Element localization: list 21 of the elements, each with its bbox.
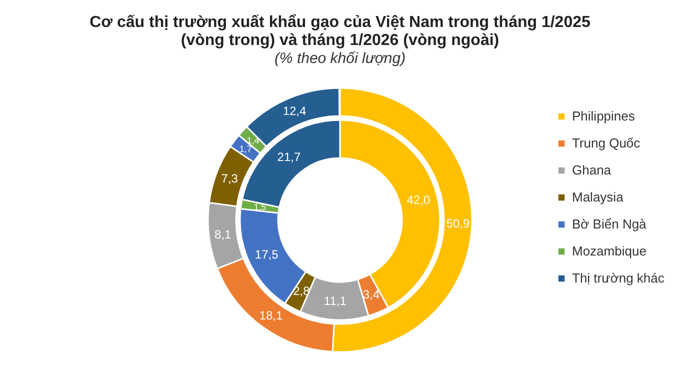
data-label: 8,1 <box>214 227 232 242</box>
data-label: 12,4 <box>282 104 307 118</box>
data-label: 18,1 <box>259 308 283 323</box>
legend-label: Bờ Biển Ngà <box>572 216 648 232</box>
text: (vòng trong) và tháng 1/2026 (vòng ngoài) <box>180 32 500 49</box>
legend-label: Trung Quốc <box>572 136 641 150</box>
data-label: 21,7 <box>277 150 301 164</box>
text: Cơ cấu thị trường xuất khẩu gạo của Việt Nam trong tháng 1/2025 <box>90 14 590 31</box>
legend-label: Philippines <box>572 108 636 124</box>
data-label: 17,5 <box>254 247 279 262</box>
chart-subtitle: (% theo khối lượng) <box>274 50 406 67</box>
data-label: 7,3 <box>221 171 238 186</box>
legend-label: Mozambique <box>572 244 646 258</box>
data-label: 42,0 <box>406 192 430 207</box>
legend-label: Thị trường khác <box>572 270 665 286</box>
data-label: 1,7 <box>239 144 252 154</box>
data-label: 3,4 <box>362 288 380 302</box>
data-label: 50,9 <box>446 216 470 230</box>
data-label: 11,1 <box>324 294 347 308</box>
legend-label: Ghana <box>572 162 612 178</box>
legend-label: Malaysia <box>572 190 624 204</box>
